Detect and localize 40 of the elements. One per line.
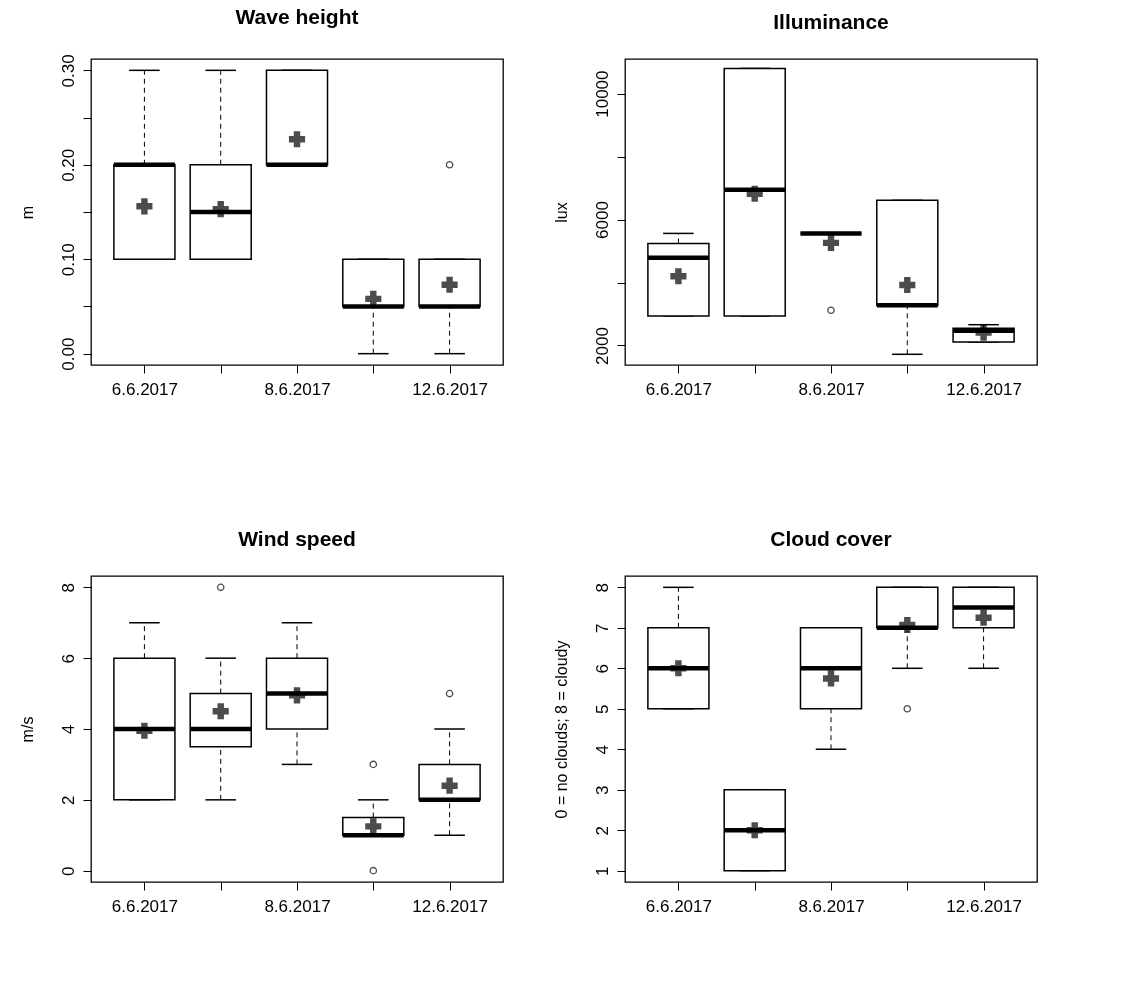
y-tick-label: 4 bbox=[58, 724, 78, 735]
y-tick-label: 0.00 bbox=[58, 337, 78, 371]
chart-title: Illuminance bbox=[773, 10, 889, 33]
y-axis-title: m bbox=[18, 205, 36, 220]
chart-title: Cloud cover bbox=[770, 527, 892, 550]
x-tick-label: 12.6.2017 bbox=[412, 379, 488, 399]
y-tick-label: 2 bbox=[592, 825, 612, 836]
y-tick-label: 0 bbox=[58, 866, 78, 876]
x-tick-label: 12.6.2017 bbox=[946, 896, 1022, 916]
y-tick-label: 4 bbox=[592, 745, 612, 755]
x-tick-label: 6.6.2017 bbox=[645, 896, 712, 916]
x-tick-label: 12.6.2017 bbox=[412, 896, 488, 916]
y-axis-title: 0 = no clouds; 8 = cloudy bbox=[552, 640, 570, 819]
y-tick-label: 0.30 bbox=[58, 54, 78, 88]
x-tick-label: 6.6.2017 bbox=[111, 379, 178, 399]
y-tick-label: 1 bbox=[592, 866, 612, 876]
y-axis-title: m/s bbox=[18, 716, 36, 743]
y-axis-title: lux bbox=[552, 202, 570, 223]
x-tick-label: 6.6.2017 bbox=[645, 379, 712, 399]
x-tick-label: 6.6.2017 bbox=[111, 896, 178, 916]
y-tick-label: 6000 bbox=[592, 201, 612, 239]
chart-title: Wind speed bbox=[238, 527, 356, 550]
y-tick-label: 8 bbox=[58, 583, 78, 593]
y-tick-label: 8 bbox=[592, 583, 612, 593]
y-tick-label: 3 bbox=[592, 785, 612, 795]
y-tick-label: 2 bbox=[58, 795, 78, 806]
x-tick-label: 8.6.2017 bbox=[798, 896, 865, 916]
y-tick-label: 0.10 bbox=[58, 243, 78, 277]
x-tick-label: 12.6.2017 bbox=[946, 379, 1022, 399]
x-tick-label: 8.6.2017 bbox=[264, 379, 331, 399]
y-tick-label: 0.20 bbox=[58, 148, 78, 182]
y-tick-label: 6 bbox=[592, 664, 612, 674]
y-tick-label: 6 bbox=[58, 653, 78, 664]
y-tick-label: 5 bbox=[592, 704, 612, 714]
x-tick-label: 8.6.2017 bbox=[264, 896, 331, 916]
chart-title: Wave height bbox=[235, 4, 359, 28]
y-tick-label: 10000 bbox=[592, 70, 612, 118]
y-tick-label: 2000 bbox=[592, 327, 612, 365]
y-tick-label: 7 bbox=[592, 623, 612, 634]
x-tick-label: 8.6.2017 bbox=[798, 379, 865, 399]
